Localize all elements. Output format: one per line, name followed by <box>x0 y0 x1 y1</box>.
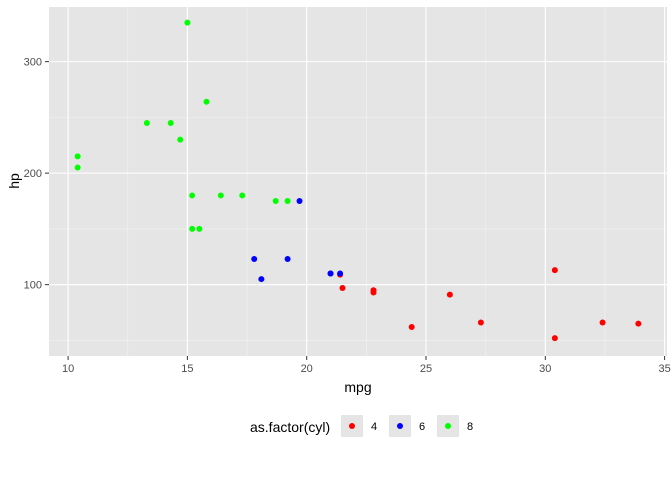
legend-label-8: 8 <box>467 421 473 433</box>
x-tick-label: 20 <box>301 363 313 375</box>
data-point-cyl-8 <box>196 225 203 232</box>
data-point-cyl-4 <box>635 320 642 327</box>
y-tick-label: 200 <box>24 168 42 180</box>
data-point-cyl-6 <box>251 255 258 262</box>
y-axis-title: hp <box>6 173 22 189</box>
x-axis-title: mpg <box>344 379 371 395</box>
data-point-cyl-8 <box>203 98 210 105</box>
legend-dot-8 <box>445 423 451 429</box>
data-point-cyl-6 <box>296 198 303 205</box>
plot-panel <box>49 7 667 356</box>
y-tick-label: 300 <box>24 57 42 69</box>
data-point-cyl-8 <box>74 153 81 160</box>
legend-dot-6 <box>397 423 403 429</box>
data-point-cyl-8 <box>74 164 81 171</box>
data-point-cyl-6 <box>337 270 344 277</box>
x-tick-label: 15 <box>181 363 193 375</box>
data-point-cyl-4 <box>551 335 558 342</box>
data-point-cyl-4 <box>370 287 377 294</box>
legend-label-4: 4 <box>371 421 377 433</box>
data-point-cyl-8 <box>167 119 174 126</box>
legend: as.factor(cyl) 4 6 8 <box>250 415 473 437</box>
data-point-cyl-4 <box>339 284 346 291</box>
data-point-cyl-4 <box>599 319 606 326</box>
minor-gridlines <box>49 7 667 356</box>
legend-dot-4 <box>349 423 355 429</box>
x-tick-label: 30 <box>539 363 551 375</box>
data-point-cyl-6 <box>258 276 265 283</box>
major-gridlines <box>49 7 667 356</box>
data-point-cyl-6 <box>284 255 291 262</box>
data-point-cyl-8 <box>189 192 196 199</box>
data-point-cyl-4 <box>408 324 415 331</box>
legend-label-6: 6 <box>419 421 425 433</box>
data-points <box>74 19 642 342</box>
data-point-cyl-4 <box>551 267 558 274</box>
data-point-cyl-8 <box>217 192 224 199</box>
x-tick-label: 10 <box>62 363 74 375</box>
y-axis: 100 200 300 <box>24 57 49 292</box>
data-point-cyl-8 <box>189 225 196 232</box>
data-point-cyl-8 <box>143 119 150 126</box>
x-axis: 10 15 20 25 30 35 <box>62 356 671 375</box>
data-point-cyl-8 <box>239 192 246 199</box>
data-point-cyl-8 <box>177 136 184 143</box>
legend-title: as.factor(cyl) <box>250 419 330 435</box>
x-tick-label: 35 <box>658 363 670 375</box>
x-tick-label: 25 <box>420 363 432 375</box>
data-point-cyl-6 <box>327 270 334 277</box>
data-point-cyl-8 <box>272 198 279 205</box>
y-tick-label: 100 <box>24 280 42 292</box>
data-point-cyl-8 <box>184 19 191 26</box>
data-point-cyl-4 <box>477 319 484 326</box>
data-point-cyl-8 <box>284 198 291 205</box>
data-point-cyl-4 <box>446 291 453 298</box>
